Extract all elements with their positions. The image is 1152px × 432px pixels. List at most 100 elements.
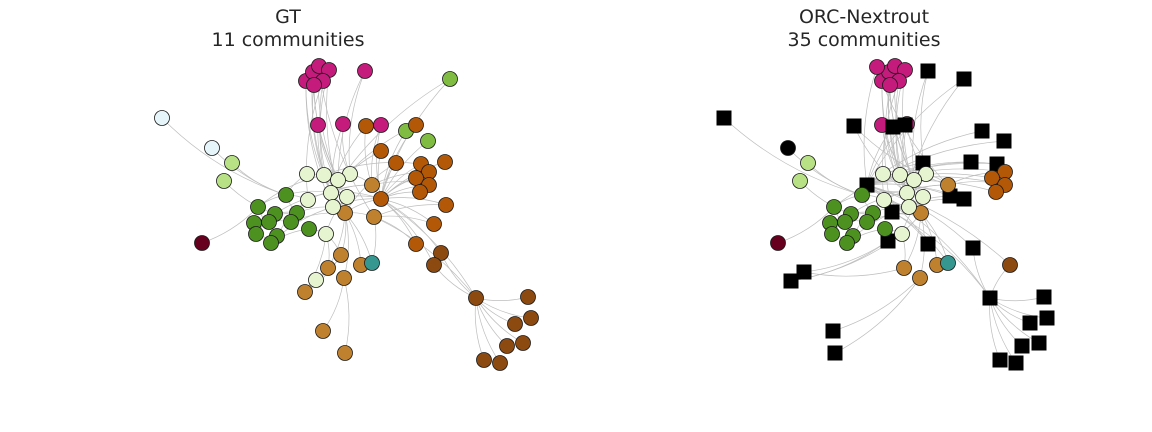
orc-singleton-node: [1036, 289, 1052, 305]
gt-node-pale-cyan: [204, 140, 220, 156]
gt-node-orange: [412, 184, 428, 200]
orc-node-cream: [915, 189, 931, 205]
gt-node-teal: [364, 255, 380, 271]
orc-singleton-node: [963, 154, 979, 170]
orc-node-tan: [912, 270, 928, 286]
gt-node-orange: [408, 170, 424, 186]
orc-edge: [853, 125, 908, 194]
gt-edge: [380, 198, 442, 254]
gt-node-cream: [330, 172, 346, 188]
gt-node-dark-green: [263, 235, 279, 251]
orc-singleton-node: [920, 63, 936, 79]
gt-node-pale-cyan: [154, 110, 170, 126]
orc-node-magenta: [869, 59, 885, 75]
gt-node-orange: [388, 155, 404, 171]
orc-singleton-node: [880, 233, 896, 249]
orc-node-cream: [901, 199, 917, 215]
gt-edge: [348, 70, 366, 175]
orc-singleton-node: [884, 204, 900, 220]
gt-node-cream: [325, 199, 341, 215]
orc-network-graph: [716, 58, 1055, 371]
orc-edge: [866, 180, 997, 193]
gt-node-dark-green: [278, 187, 294, 203]
gt-node-dark-green: [261, 214, 277, 230]
orc-node-teal: [940, 255, 956, 271]
orc-node-dark-green: [859, 214, 875, 230]
orc-node-dark-green: [824, 226, 840, 242]
orc-edge: [834, 277, 921, 354]
orc-node-tan: [940, 177, 956, 193]
orc-node-brown: [1002, 257, 1018, 273]
orc-title: ORC-Nextrout 35 communities: [576, 6, 1152, 52]
orc-node-orange: [984, 170, 1000, 186]
gt-panel: GT 11 communities: [0, 6, 576, 371]
gt-edge: [380, 198, 477, 299]
orc-node-orange: [988, 184, 1004, 200]
gt-edge: [343, 277, 350, 354]
gt-node-brown: [515, 335, 531, 351]
orc-node-dark-green: [826, 199, 842, 215]
gt-node-brown: [426, 257, 442, 273]
gt-edge: [373, 216, 477, 299]
gt-node-tan: [315, 323, 331, 339]
orc-edge: [899, 162, 998, 176]
orc-edge: [723, 117, 863, 196]
orc-node-cream: [892, 167, 908, 183]
gt-node-brown: [520, 289, 536, 305]
orc-title-line2: 35 communities: [787, 29, 941, 51]
gt-node-orange: [426, 216, 442, 232]
gt-edge: [323, 162, 422, 176]
gt-node-tan: [364, 177, 380, 193]
gt-node-orange: [373, 191, 389, 207]
gt-node-dark-green: [283, 214, 299, 230]
orc-singleton-node: [885, 119, 901, 135]
gt-node-dark-green: [250, 199, 266, 215]
orc-singleton-node: [1014, 338, 1030, 354]
gt-node-tan: [366, 209, 382, 225]
gt-edge: [231, 162, 287, 196]
gt-node-brown: [499, 338, 515, 354]
gt-node-mid-green: [420, 133, 436, 149]
orc-node-cream: [899, 185, 915, 201]
orc-singleton-node: [982, 290, 998, 306]
gt-node-brown: [476, 352, 492, 368]
orc-singleton-node: [974, 123, 990, 139]
gt-node-dark-green: [248, 226, 264, 242]
orc-singleton-node: [920, 236, 936, 252]
gt-node-tan: [297, 284, 313, 300]
gt-title-line1: GT: [275, 6, 301, 28]
gt-edge: [322, 277, 345, 332]
gt-node-cream: [318, 226, 334, 242]
orc-edge: [803, 267, 905, 277]
orc-singleton-node: [992, 352, 1008, 368]
gt-node-orange: [358, 118, 374, 134]
orc-node-black: [780, 140, 796, 156]
orc-singleton-node: [783, 273, 799, 289]
gt-edge: [364, 125, 373, 186]
gt-node-magenta: [310, 117, 326, 133]
gt-node-cream: [323, 185, 339, 201]
orc-node-dark-green: [877, 221, 893, 237]
gt-node-magenta: [335, 116, 351, 132]
gt-node-tan: [333, 247, 349, 263]
orc-singleton-node: [897, 117, 913, 133]
gt-node-magenta: [357, 63, 373, 79]
gt-node-light-green: [216, 173, 232, 189]
gt-title-line2: 11 communities: [211, 29, 365, 51]
orc-edge: [891, 211, 991, 299]
gt-node-orange: [437, 154, 453, 170]
orc-node-cream: [876, 192, 892, 208]
orc-edge: [866, 184, 1011, 266]
orc-edge: [832, 277, 921, 332]
orc-singleton-node: [1039, 310, 1055, 326]
gt-node-cream: [316, 167, 332, 183]
orc-edge: [803, 240, 889, 273]
orc-node-cream: [906, 172, 922, 188]
gt-title: GT 11 communities: [0, 6, 576, 52]
orc-singleton-node: [956, 71, 972, 87]
gt-node-light-green: [224, 155, 240, 171]
orc-edge: [807, 162, 863, 196]
gt-node-orange: [408, 236, 424, 252]
gt-node-tan: [336, 270, 352, 286]
orc-edge: [989, 296, 1045, 302]
